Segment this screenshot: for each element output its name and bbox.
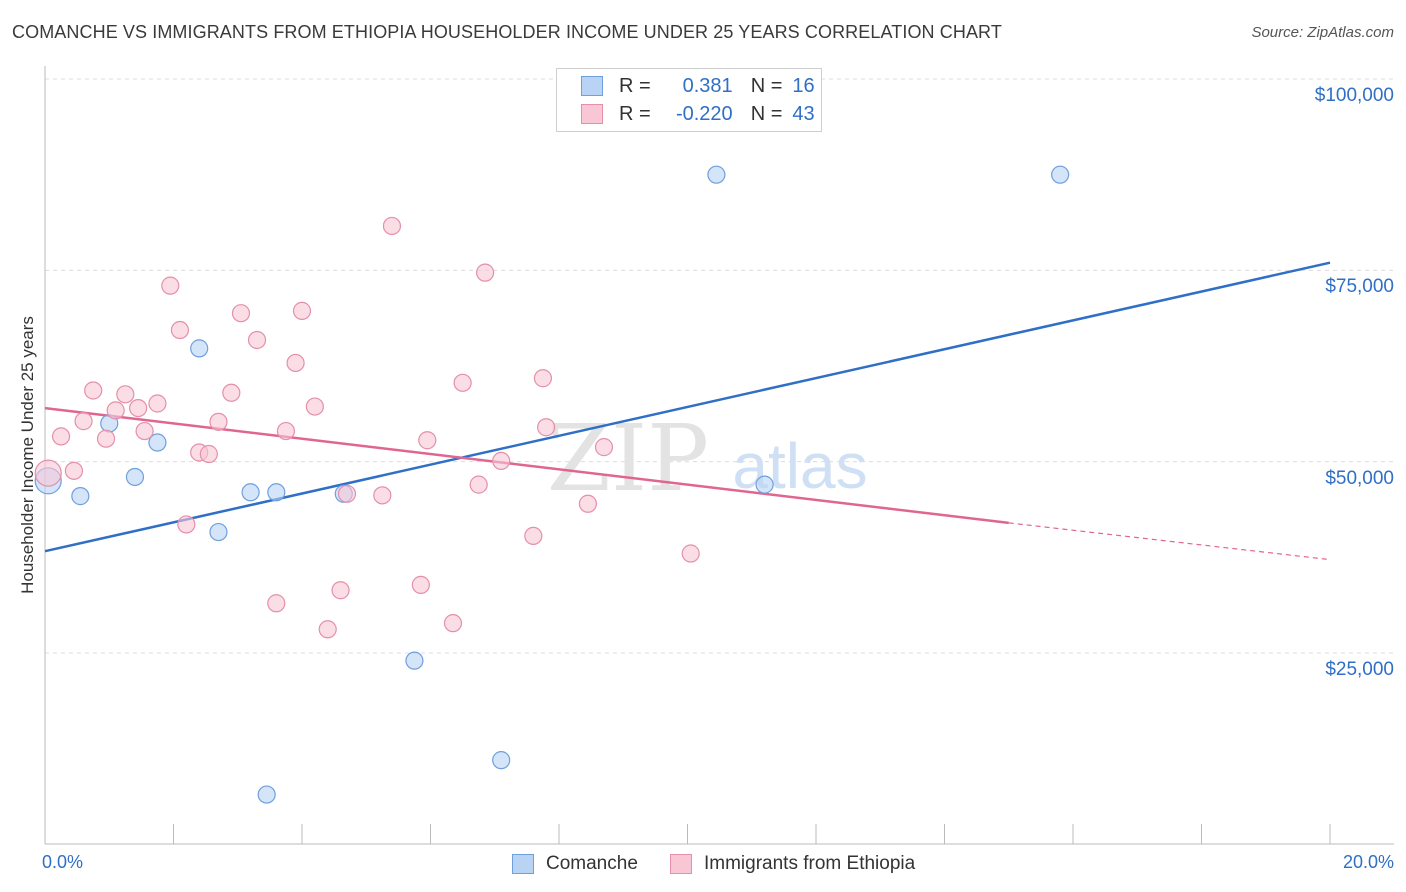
point-ethiopia (331, 581, 350, 600)
x-tick-label-min: 0.0% (42, 852, 84, 872)
point-ethiopia (337, 484, 357, 503)
point-comanche (125, 467, 145, 487)
point-ethiopia (681, 544, 700, 563)
point-comanche (190, 339, 209, 358)
legend-r-value: 0.381 (682, 74, 733, 97)
chart-title: COMANCHE VS IMMIGRANTS FROM ETHIOPIA HOU… (12, 22, 1002, 42)
point-ethiopia (148, 394, 167, 413)
point-comanche (71, 487, 90, 506)
point-ethiopia (222, 383, 241, 402)
legend-r-label: R = (619, 102, 651, 125)
point-ethiopia (247, 330, 267, 350)
point-comanche (148, 433, 167, 452)
legend-n-label: N = (750, 74, 783, 97)
point-ethiopia (135, 421, 154, 441)
point-ethiopia (209, 412, 228, 431)
point-ethiopia (594, 438, 614, 457)
trend-line-ethiopia (44, 406, 1009, 525)
point-ethiopia (267, 594, 286, 613)
point-ethiopia (373, 486, 392, 505)
point-ethiopia (578, 494, 598, 513)
bottom-legend-label: Comanche (546, 853, 638, 874)
point-ethiopia (453, 373, 472, 392)
y-tick-label: $100,000 (1314, 85, 1394, 106)
point-ethiopia (170, 320, 190, 340)
gridlines (45, 78, 1394, 654)
correlation-legend: R = 0.381 N = 16 R = -0.220 N = 43 (556, 68, 822, 132)
legend-n-value: 43 (792, 102, 815, 125)
bottom-legend-label: Immigrants from Ethiopia (704, 853, 916, 874)
point-ethiopia (129, 398, 148, 418)
bottom-legend-swatch-pink (670, 854, 692, 874)
point-ethiopia (418, 431, 437, 450)
point-ethiopia (231, 304, 251, 323)
point-ethiopia (492, 451, 511, 471)
y-tick-label: $50,000 (1325, 467, 1394, 489)
watermark-atlas: atlas (732, 430, 867, 502)
point-ethiopia (524, 526, 543, 546)
point-ethiopia (411, 575, 430, 594)
point-comanche (707, 165, 726, 184)
watermark: ZIP atlas (547, 405, 868, 512)
point-ethiopia (469, 475, 488, 494)
x-tick-label-max: 20.0% (1342, 852, 1394, 872)
trend-lines (44, 261, 1331, 561)
y-tick-label: $75,000 (1325, 276, 1394, 298)
point-ethiopia (286, 353, 305, 373)
point-ethiopia (51, 427, 71, 446)
point-ethiopia (443, 614, 463, 633)
data-points (34, 165, 1070, 804)
point-comanche (405, 651, 424, 670)
point-comanche (241, 483, 260, 502)
point-ethiopia (292, 301, 312, 320)
legend-swatch-pink (581, 104, 603, 124)
point-ethiopia (177, 515, 196, 534)
point-ethiopia (34, 459, 62, 487)
point-comanche (267, 483, 286, 502)
point-comanche (209, 522, 228, 542)
point-ethiopia (96, 429, 116, 448)
point-ethiopia (537, 418, 556, 437)
point-ethiopia (84, 381, 103, 400)
point-ethiopia (382, 216, 402, 236)
legend-r-label: R = (619, 74, 651, 97)
trend-line-ethiopia-extrapolated (1008, 522, 1331, 561)
watermark-zip: ZIP (547, 405, 709, 512)
point-ethiopia (318, 620, 337, 639)
legend-n-value: 16 (792, 74, 815, 97)
trend-line-comanche (44, 261, 1331, 553)
point-comanche (1051, 165, 1070, 184)
point-ethiopia (64, 461, 84, 480)
point-ethiopia (533, 369, 553, 388)
point-ethiopia (476, 263, 495, 282)
point-ethiopia (106, 401, 125, 420)
legend-row-comanche: R = 0.381 N = 16 (581, 73, 815, 99)
legend-swatch-blue (581, 76, 603, 96)
y-tick-label: $25,000 (1325, 659, 1394, 680)
bottom-legend-comanche: Comanche (512, 852, 638, 876)
bottom-legend-swatch-blue (512, 854, 534, 874)
point-comanche (492, 751, 511, 770)
axes (44, 66, 1394, 845)
source-credit: Source: ZipAtlas.com (1251, 24, 1394, 41)
bottom-legend-ethiopia: Immigrants from Ethiopia (670, 852, 915, 876)
point-ethiopia (199, 444, 218, 464)
point-ethiopia (74, 412, 93, 431)
point-ethiopia (305, 397, 324, 416)
point-ethiopia (276, 421, 296, 441)
legend-row-ethiopia: R = -0.220 N = 43 (581, 101, 815, 127)
y-axis-label: Householder Income Under 25 years (18, 316, 37, 594)
point-ethiopia (116, 385, 135, 404)
legend-n-label: N = (750, 102, 783, 125)
point-comanche (755, 475, 774, 494)
point-comanche (257, 785, 276, 804)
legend-r-value: -0.220 (675, 102, 733, 125)
point-ethiopia (161, 276, 180, 295)
